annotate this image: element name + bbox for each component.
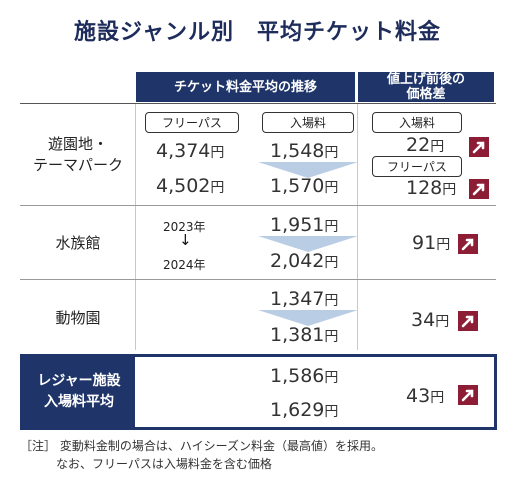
zoo-price-2023: 1,347円 bbox=[270, 288, 338, 310]
value: 91 bbox=[412, 232, 437, 254]
value: 22 bbox=[406, 134, 431, 156]
aquarium-price-2023: 1,951円 bbox=[270, 214, 338, 236]
yen-unit: 円 bbox=[210, 145, 225, 161]
value: 1,951 bbox=[270, 214, 325, 236]
increase-arrow-icon bbox=[469, 137, 489, 157]
increase-arrow-icon bbox=[458, 311, 478, 331]
trend-arrow bbox=[258, 162, 358, 178]
value: 1,347 bbox=[270, 288, 325, 310]
footnote-line2: なお、フリーパスは入場料金を含む価格 bbox=[56, 457, 272, 471]
value: 34 bbox=[411, 309, 436, 331]
value: 43 bbox=[406, 385, 431, 407]
footnote-line1: ［注］ 変動料金制の場合は、ハイシーズン料金（最高値）を採用。 bbox=[20, 439, 383, 453]
pass-price-2024: 4,502円 bbox=[156, 175, 224, 197]
category-line1: 遊園地・ bbox=[47, 135, 108, 153]
average-price-2023: 1,586円 bbox=[270, 365, 338, 387]
header-diff-line1: 値上げ前後の bbox=[386, 72, 465, 87]
header-trend: チケット料金平均の推移 bbox=[136, 72, 355, 102]
down-arrow-icon: ↓ bbox=[179, 231, 192, 249]
zoo-price-2024: 1,381円 bbox=[270, 324, 338, 346]
yen-unit: 円 bbox=[210, 180, 225, 196]
increase-arrow-icon bbox=[458, 234, 478, 254]
yen-unit: 円 bbox=[324, 219, 339, 235]
header-diff: 値上げ前後の 価格差 bbox=[358, 72, 494, 102]
diff-entry-value: 22円 bbox=[406, 134, 444, 156]
increase-arrow-icon bbox=[458, 385, 478, 405]
yen-unit: 円 bbox=[324, 370, 339, 386]
pass-price-2023: 4,374円 bbox=[156, 140, 224, 162]
entry-label: 入場料 bbox=[262, 112, 354, 133]
yen-unit: 円 bbox=[442, 182, 457, 198]
value: 1,629 bbox=[270, 399, 325, 421]
yen-unit: 円 bbox=[430, 139, 445, 155]
year-from: 2023年 bbox=[163, 220, 206, 234]
category-line2: テーマパーク bbox=[32, 156, 123, 174]
entry-price-2023: 1,548円 bbox=[270, 140, 338, 162]
yen-unit: 円 bbox=[324, 255, 339, 271]
category-line2: 入場料平均 bbox=[44, 394, 114, 410]
value: 128 bbox=[406, 177, 443, 199]
row-zoo-category: 動物園 bbox=[55, 309, 101, 327]
aquarium-price-2024: 2,042円 bbox=[270, 250, 338, 272]
column-separator bbox=[357, 104, 358, 350]
average-diff: 43円 bbox=[406, 385, 444, 407]
year-to: 2024年 bbox=[163, 258, 206, 272]
row-divider bbox=[20, 205, 496, 206]
yen-unit: 円 bbox=[324, 404, 339, 420]
category-line1: レジャー施設 bbox=[37, 373, 121, 389]
yen-unit: 円 bbox=[324, 180, 339, 196]
yen-unit: 円 bbox=[430, 390, 445, 406]
entry-price-2024: 1,570円 bbox=[270, 175, 338, 197]
column-separator bbox=[135, 104, 136, 350]
header-divider bbox=[20, 103, 496, 104]
trend-arrow bbox=[258, 236, 358, 252]
value: 1,570 bbox=[270, 175, 325, 197]
yen-unit: 円 bbox=[324, 293, 339, 309]
zoo-diff: 34円 bbox=[411, 309, 449, 331]
header-diff-line2: 価格差 bbox=[406, 87, 446, 102]
page-title: 施設ジャンル別 平均チケット料金 bbox=[74, 20, 441, 45]
row-aquarium-category: 水族館 bbox=[55, 234, 101, 252]
diff-entry-label: 入場料 bbox=[372, 112, 462, 133]
yen-unit: 円 bbox=[324, 145, 339, 161]
pass-label: フリーパス bbox=[145, 112, 239, 133]
row-amusement-category: 遊園地・ テーマパーク bbox=[20, 134, 136, 176]
trend-arrow bbox=[258, 310, 358, 326]
value: 1,548 bbox=[270, 140, 325, 162]
value: 1,381 bbox=[270, 324, 325, 346]
diff-pass-value: 128円 bbox=[406, 177, 456, 199]
value: 2,042 bbox=[270, 250, 325, 272]
yen-unit: 円 bbox=[324, 329, 339, 345]
average-price-2024: 1,629円 bbox=[270, 399, 338, 421]
value: 1,586 bbox=[270, 365, 325, 387]
diff-pass-label: フリーパス bbox=[372, 156, 462, 177]
row-divider bbox=[20, 279, 496, 280]
yen-unit: 円 bbox=[436, 237, 451, 253]
yen-unit: 円 bbox=[435, 314, 450, 330]
value: 4,502 bbox=[156, 175, 211, 197]
row-average-category: レジャー施設 入場料平均 bbox=[23, 357, 135, 427]
increase-arrow-icon bbox=[469, 179, 489, 199]
value: 4,374 bbox=[156, 140, 211, 162]
aquarium-diff: 91円 bbox=[412, 232, 450, 254]
